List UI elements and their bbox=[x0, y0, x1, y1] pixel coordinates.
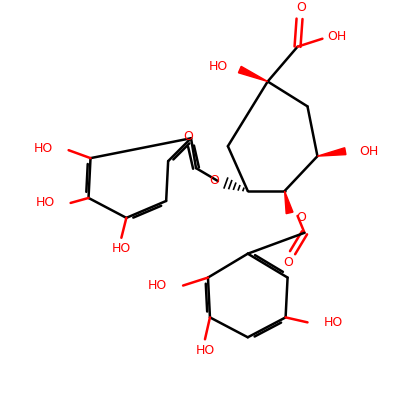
Text: HO: HO bbox=[209, 60, 228, 73]
Polygon shape bbox=[318, 148, 346, 156]
Text: HO: HO bbox=[195, 344, 215, 357]
Text: O: O bbox=[296, 211, 306, 224]
Text: HO: HO bbox=[112, 242, 131, 255]
Text: HO: HO bbox=[148, 279, 167, 292]
Polygon shape bbox=[238, 66, 268, 82]
Text: OH: OH bbox=[359, 145, 378, 158]
Text: OH: OH bbox=[328, 30, 347, 43]
Text: HO: HO bbox=[34, 142, 53, 155]
Text: O: O bbox=[296, 1, 306, 14]
Text: O: O bbox=[183, 130, 193, 143]
Text: HO: HO bbox=[36, 196, 55, 210]
Text: HO: HO bbox=[324, 316, 343, 329]
Text: O: O bbox=[284, 256, 294, 269]
Text: O: O bbox=[209, 174, 219, 186]
Polygon shape bbox=[285, 191, 293, 214]
